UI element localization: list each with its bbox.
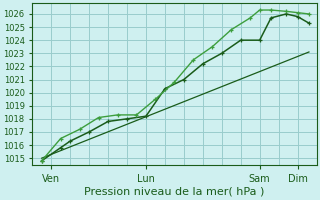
X-axis label: Pression niveau de la mer( hPa ): Pression niveau de la mer( hPa ) — [84, 187, 265, 197]
